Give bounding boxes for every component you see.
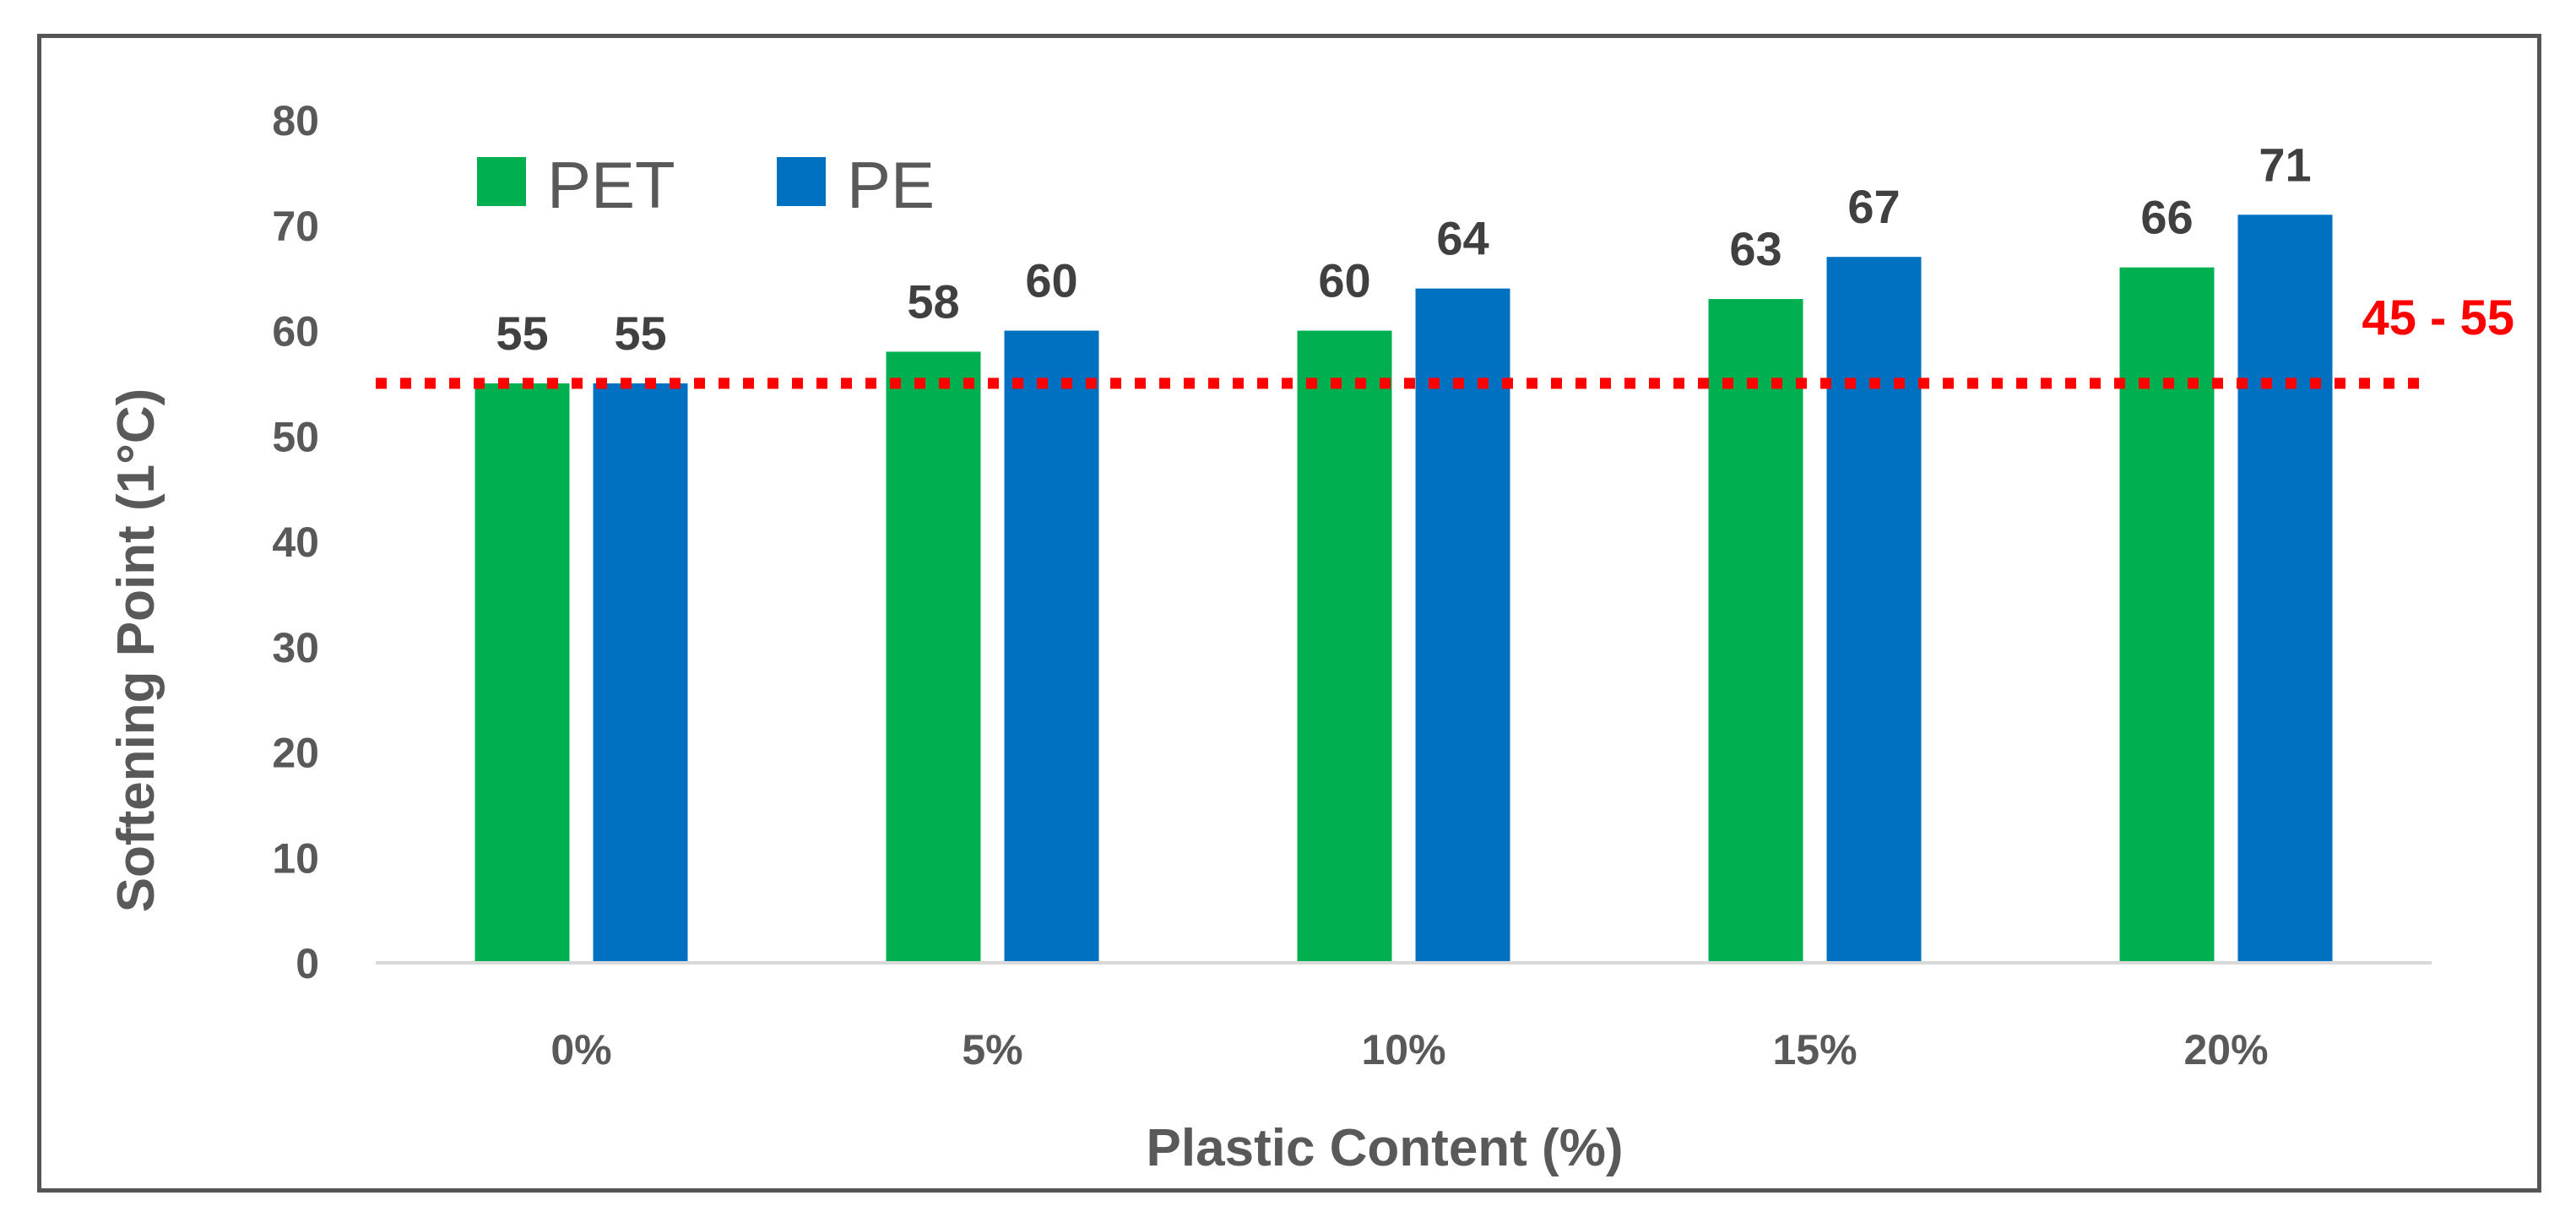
data-label-pe: 64 (1436, 212, 1489, 265)
legend-label-pe: PE (847, 148, 935, 222)
x-tick-label: 20% (2183, 1026, 2268, 1073)
bar-pet-15pct (1708, 299, 1803, 963)
bar-pet-20pct (2119, 267, 2215, 963)
bar-pe-0pct (593, 383, 688, 963)
y-tick-label: 80 (272, 97, 319, 144)
y-axis-title: Softening Point (1°C) (107, 389, 165, 913)
legend-swatch-pe (777, 157, 826, 206)
y-tick-label: 10 (272, 834, 319, 882)
data-label-pet: 63 (1729, 222, 1782, 275)
data-label-pe: 60 (1025, 254, 1077, 307)
legend-label-pet: PET (547, 148, 675, 222)
x-tick-label: 0% (550, 1026, 611, 1073)
legend-swatch-pet (477, 157, 526, 206)
data-label-pet: 58 (907, 274, 959, 328)
data-label-pe: 67 (1847, 180, 1900, 233)
bar-pet-5pct (886, 351, 981, 963)
bar-pet-10pct (1297, 330, 1392, 963)
y-tick-label: 0 (296, 940, 319, 987)
bar-pe-15pct (1826, 257, 1922, 963)
bar-pe-5pct (1004, 330, 1099, 963)
legend: PET PE (477, 148, 935, 222)
bar-pe-10pct (1415, 288, 1510, 964)
bars (475, 215, 2333, 964)
data-label-pe: 55 (614, 307, 666, 360)
x-axis-title: Plastic Content (%) (1147, 1119, 1624, 1177)
y-tick-label: 60 (272, 308, 319, 356)
bar-pet-0pct (475, 383, 570, 963)
data-label-pet: 66 (2140, 191, 2193, 244)
data-labels: 55 55 58 60 60 64 63 67 66 71 (496, 138, 2311, 360)
data-label-pet: 55 (496, 307, 548, 360)
x-tick-label: 5% (962, 1026, 1022, 1073)
y-tick-label: 20 (272, 730, 319, 777)
y-tick-label: 30 (272, 624, 319, 671)
y-axis-ticks: 0 10 20 30 40 50 60 70 80 (272, 97, 319, 987)
x-tick-label: 15% (1772, 1026, 1857, 1073)
x-axis-ticks: 0% 5% 10% 15% 20% (550, 1026, 2268, 1073)
bar-pe-20pct (2237, 215, 2333, 963)
y-tick-label: 70 (272, 203, 319, 250)
data-label-pet: 60 (1318, 254, 1370, 307)
y-tick-label: 40 (272, 519, 319, 566)
x-tick-label: 10% (1361, 1026, 1445, 1073)
y-tick-label: 50 (272, 413, 319, 460)
reference-line-label: 45 - 55 (2362, 291, 2514, 345)
data-label-pe: 71 (2259, 138, 2311, 191)
